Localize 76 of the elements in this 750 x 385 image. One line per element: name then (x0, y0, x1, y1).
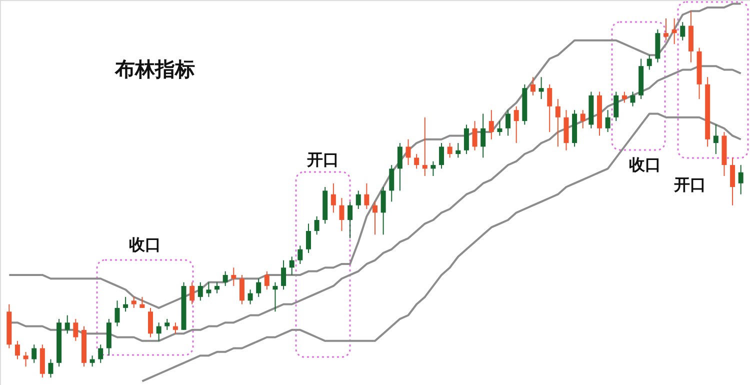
candlestick (472, 120, 478, 151)
candlestick (397, 142, 402, 192)
candlestick (738, 164, 744, 195)
candlestick (480, 113, 486, 158)
candlestick (164, 318, 170, 330)
candlestick (380, 186, 386, 236)
candlestick (488, 110, 494, 140)
candlestick (314, 216, 320, 236)
candlestick (73, 318, 78, 342)
candlestick (672, 18, 677, 45)
candlestick (538, 76, 544, 100)
annotation: 开口 (673, 175, 706, 194)
candlestick (406, 138, 411, 166)
annotation: 收口 (629, 155, 661, 174)
candlestick (272, 282, 278, 312)
candlestick (456, 142, 461, 158)
candlestick (422, 116, 428, 177)
candlestick (281, 260, 286, 290)
candlestick (580, 110, 586, 129)
candlestick (264, 270, 270, 290)
annotation: 收口 (129, 235, 161, 254)
candlestick (148, 307, 154, 338)
candlestick (90, 355, 95, 368)
candlestick (48, 358, 54, 378)
candlestick (248, 289, 253, 305)
candlestick (289, 256, 294, 276)
candlestick (172, 322, 178, 334)
candlestick (630, 91, 636, 107)
candlestick (330, 182, 336, 214)
candlestick (447, 142, 452, 158)
candlestick (664, 18, 669, 41)
candlestick (605, 110, 610, 133)
candlestick (64, 314, 70, 334)
candlestick (23, 351, 28, 368)
candlestick (140, 296, 145, 308)
candlestick (206, 282, 212, 298)
candlestick (156, 322, 162, 342)
candlestick (198, 282, 203, 302)
candlestick (414, 154, 420, 170)
candlestick (555, 98, 560, 148)
candlestick (348, 201, 353, 239)
candlestick (646, 54, 652, 70)
candlestick (439, 142, 444, 170)
candlestick (306, 223, 311, 254)
candlestick (123, 296, 128, 312)
candlestick (222, 270, 228, 286)
candlestick (339, 197, 344, 232)
candlestick (364, 182, 370, 210)
candlestick (32, 344, 37, 364)
candlestick (614, 91, 619, 122)
candlestick (298, 245, 303, 264)
candlestick (464, 124, 469, 155)
candlestick (530, 76, 536, 96)
candlestick (430, 160, 436, 177)
candlestick (372, 201, 378, 236)
annotation: 开口 (306, 150, 339, 169)
candlestick (214, 282, 220, 294)
candlestick (256, 278, 262, 298)
candlestick (98, 344, 104, 364)
candlestick (514, 106, 519, 144)
candlestick (506, 110, 511, 136)
candlestick (239, 274, 244, 305)
candlestick (114, 300, 120, 327)
candlestick (680, 22, 686, 41)
candlestick (356, 190, 361, 210)
candlestick (622, 91, 627, 104)
candlestick (547, 84, 552, 133)
candlestick (131, 296, 136, 308)
candlestick (190, 282, 195, 305)
candlestick (713, 124, 718, 155)
candlestick (231, 267, 236, 286)
candlestick (730, 157, 736, 206)
candlestick (389, 164, 394, 202)
candlestick (14, 340, 20, 360)
candlestick (497, 120, 502, 136)
text: 布林指标 (114, 57, 195, 81)
